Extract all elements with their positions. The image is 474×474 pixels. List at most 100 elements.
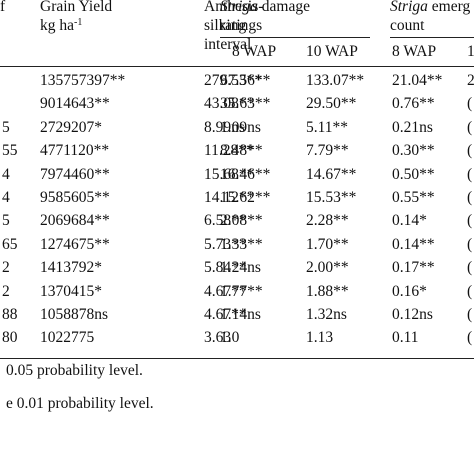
table-cell-c5: 0.16*	[392, 282, 427, 300]
table-cell-c6: 2	[467, 72, 474, 89]
table-cell-c2: 43.08**	[204, 95, 255, 113]
table-cell-c2: 8.99ns	[204, 118, 245, 136]
header-asi-line1: Anthesis-	[204, 0, 264, 15]
table-cell-c2: 5.73**	[204, 235, 247, 253]
table-cell-c4: 29.50**	[306, 95, 357, 113]
table-cell-c1: 7974460**	[40, 165, 110, 183]
table-cell-c3: 8.48**	[220, 142, 263, 160]
table-cell-c3: 1.33**	[220, 235, 263, 253]
table-cell-c0: 5	[2, 118, 10, 136]
header-striga-emergence: Striga emerg	[390, 0, 471, 15]
table-cell-c6: (	[467, 212, 473, 230]
table-cell-c5: 0.12ns	[392, 306, 433, 323]
subheader-cut: 1	[467, 43, 474, 60]
table-cell-c2: 279.53**	[204, 72, 263, 89]
table-cell-c6: (	[467, 95, 473, 113]
table-cell-c3: 1.24ns	[220, 259, 261, 277]
table-cell-c2: 14.12**	[204, 189, 255, 206]
header-striga-emergence-count: count	[390, 17, 425, 34]
table-cell-c5: 0.21ns	[392, 118, 433, 136]
table-cell-c1: 1370415*	[40, 282, 102, 300]
table-cell-c0: 2	[2, 282, 10, 300]
table-cell-c6: (	[467, 118, 473, 136]
table-cell-c1: 135757397**	[40, 72, 126, 89]
table-cell-c2: 4.67**	[204, 306, 247, 323]
table-cell-c2: 3.63	[204, 329, 232, 347]
table-cell-c4: 7.79**	[306, 142, 349, 160]
table-cell-c0: 55	[2, 142, 18, 160]
table-cell-c5: 0.30**	[392, 142, 435, 160]
table-cell-c0: 5	[2, 212, 10, 230]
table-cell-c1: 1022775	[40, 329, 95, 347]
table-cell-c6: (	[467, 306, 473, 323]
table-cell-c5: 0.55**	[392, 189, 435, 206]
table-cell-c2: 11.28**	[204, 142, 254, 160]
table-cell-c1: 1413792*	[40, 259, 102, 277]
table-cell-c3: 16.46**	[220, 165, 271, 183]
table-cell-c0: 4	[2, 189, 10, 206]
table-cell-c1: 9585605**	[40, 189, 110, 206]
table-cell-c6: (	[467, 165, 473, 183]
table-bottom-rule	[0, 358, 474, 359]
header-striga-damage-ratings: ratings	[220, 17, 263, 34]
table-cell-c5: 21.04**	[392, 72, 443, 89]
table-cell-c4: 1.32ns	[306, 306, 347, 323]
table-cell-c5: 0.14**	[392, 235, 435, 253]
table-cell-c5: 0.76**	[392, 95, 435, 113]
table-cell-c2: 15.68**	[204, 165, 255, 183]
header-grain-yield-unit: kg ha-1	[40, 17, 83, 34]
header-striga-damage: Striga damage	[220, 0, 310, 15]
table-cell-c6: (	[467, 235, 473, 253]
table-cell-c3: 1.77**	[220, 282, 263, 300]
subheader-rule-emergence	[390, 37, 474, 38]
table-cell-c4: 5.11**	[306, 118, 349, 136]
table-cell-c5: 0.14*	[392, 212, 427, 230]
table-cell-c0: 2	[2, 259, 10, 277]
table-cell-c3: 1.0	[220, 329, 240, 347]
subheader-8wap-damage: 8 WAP	[232, 43, 277, 60]
table-cell-c4: 1.13	[306, 329, 334, 347]
table-cell-c4: 133.07**	[306, 72, 365, 89]
table-cell-c4: 2.28**	[306, 212, 349, 230]
table-cell-c0: 88	[2, 306, 18, 323]
table-cell-c4: 2.00**	[306, 259, 349, 277]
table-cell-c0: 80	[2, 329, 18, 347]
table-cell-c6: (	[467, 329, 473, 347]
subheader-10wap-damage: 10 WAP	[306, 43, 358, 60]
header-asi-line3: interval	[204, 36, 252, 53]
table-cell-c1: 2069684**	[40, 212, 110, 230]
header-col0-fragment: f	[0, 0, 6, 15]
table-cell-c3: 1.09ns	[220, 118, 261, 136]
table-cell-c1: 1274675**	[40, 235, 110, 253]
table-cell-c6: (	[467, 189, 473, 206]
table-cell-c1: 1058878ns	[40, 306, 109, 323]
subheader-rule-damage	[220, 37, 370, 38]
table-cell-c3: 1.14ns	[220, 306, 261, 323]
table-cell-c6: (	[467, 142, 473, 160]
table-cell-c2: 5.84**	[204, 259, 247, 277]
table-cell-c3: 35.63**	[220, 95, 271, 113]
table-cell-c0: 4	[2, 165, 10, 183]
table-cell-c2: 4.67**	[204, 282, 247, 300]
table-cell-c5: 0.17**	[392, 259, 435, 277]
table-cell-c3: 2.08**	[220, 212, 263, 230]
header-asi-line2: silking	[204, 17, 247, 34]
table-cell-c5: 0.11	[392, 329, 419, 347]
table-cell-c4: 1.70**	[306, 235, 349, 253]
footnote-01: e 0.01 probability level.	[6, 395, 154, 412]
table-cell-c0: 65	[2, 235, 18, 253]
table-cell-c6: (	[467, 259, 473, 277]
table-cell-c2: 6.58**	[204, 212, 247, 230]
table-cell-c1: 9014643**	[40, 95, 110, 113]
header-bottom-rule	[0, 66, 474, 67]
table-cell-c4: 1.88**	[306, 282, 349, 300]
table-cell-c4: 15.53**	[306, 189, 357, 206]
table-cell-c4: 14.67**	[306, 165, 357, 183]
table-cell-c1: 2729207*	[40, 118, 102, 136]
footnote-05: 0.05 probability level.	[6, 362, 143, 379]
header-grain-yield: Grain Yield	[40, 0, 113, 15]
table-cell-c6: (	[467, 282, 473, 300]
subheader-8wap-emergence: 8 WAP	[392, 43, 437, 60]
table-cell-c3: 67.56**	[220, 72, 271, 89]
table-cell-c5: 0.50**	[392, 165, 435, 183]
